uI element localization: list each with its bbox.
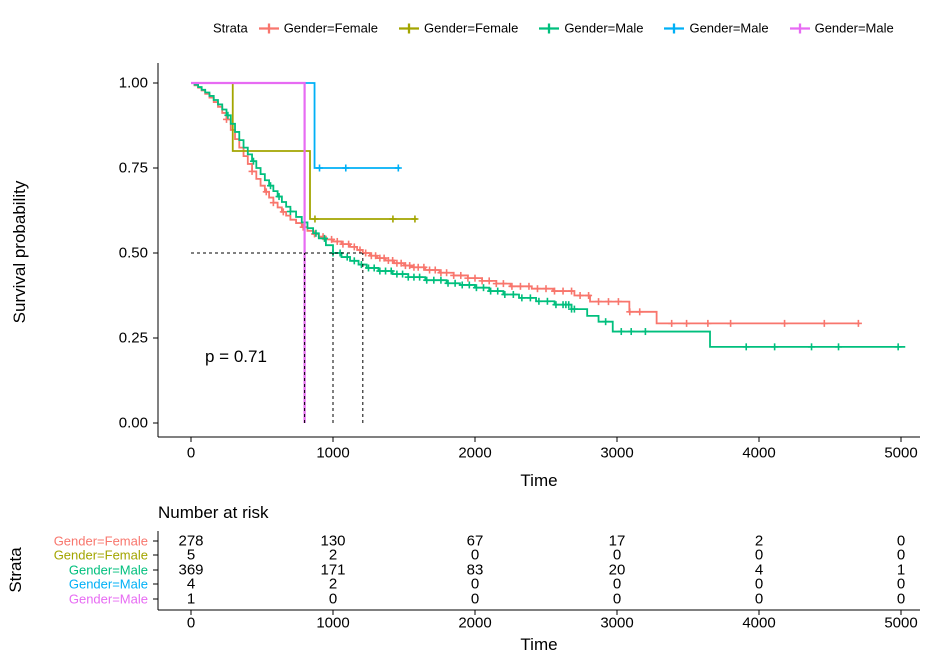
risk-value: 369: [178, 561, 204, 579]
legend-key-plus-icon: [258, 23, 279, 33]
legend-key-plus-icon: [789, 23, 810, 33]
risk-row-label: Gender=Female: [53, 547, 148, 563]
risk-value: 0: [612, 546, 622, 564]
risk-value: 0: [896, 546, 906, 564]
x-tick-label: 5000: [884, 444, 918, 462]
legend-item-label: Gender=Female: [283, 20, 378, 36]
legend: Strata Gender=Female Gender=Female Gender=…: [213, 21, 894, 36]
risk-x-tick-label: 1000: [316, 614, 350, 632]
risk-value: 2: [328, 575, 338, 593]
risk-row-label: Gender=Male: [68, 591, 148, 607]
risk-value: 171: [320, 561, 346, 579]
risk-x-axis-title: Time: [520, 635, 558, 654]
risk-value: 0: [328, 590, 338, 608]
survival-curve-0: [191, 82, 860, 325]
legend-item-label: Gender=Male: [689, 20, 769, 36]
x-tick-label: 3000: [600, 444, 634, 462]
risk-value: 4: [186, 575, 196, 593]
p-value-annotation: p = 0.71: [205, 347, 267, 366]
risk-value: 0: [470, 575, 480, 593]
legend-item-label: Gender=Male: [564, 20, 644, 36]
risk-value: 0: [754, 575, 764, 593]
risk-x-tick-label: 2000: [458, 614, 492, 632]
risk-value: 67: [466, 532, 484, 550]
risk-value: 0: [896, 532, 906, 550]
risk-value: 2: [754, 532, 764, 550]
legend-key-plus-icon: [539, 23, 560, 33]
legend-title: Strata: [213, 20, 248, 36]
legend-item-label: Gender=Female: [424, 20, 519, 36]
risk-x-tick-label: 4000: [742, 614, 776, 632]
risk-value: 0: [612, 575, 622, 593]
risk-value: 5: [186, 546, 196, 564]
x-tick-label: 1000: [316, 444, 350, 462]
x-tick-label: 0: [186, 444, 196, 462]
risk-value: 17: [608, 532, 626, 550]
risk-value: 0: [470, 590, 480, 608]
y-tick-label: 0.25: [118, 329, 148, 347]
risk-value: 1: [186, 590, 196, 608]
legend-item-3: Gender=Male: [663, 20, 769, 36]
risk-value: 130: [320, 532, 346, 550]
risk-row-label: Gender=Male: [68, 562, 148, 578]
legend-item-4: Gender=Male: [789, 21, 894, 36]
risk-row-label: Gender=Male: [68, 576, 148, 592]
risk-value: 0: [754, 590, 764, 608]
risk-value: 0: [612, 590, 622, 608]
survival-curve-3: [191, 82, 400, 169]
risk-value: 20: [608, 561, 626, 579]
survival-curve-2: [191, 82, 906, 348]
legend-items: Gender=Female Gender=Female Gender=Male Gen…: [258, 21, 894, 36]
risk-value: 83: [466, 561, 484, 579]
legend-key-plus-icon: [399, 23, 419, 33]
risk-x-tick-label: 3000: [600, 614, 634, 632]
risk-value: 0: [896, 575, 906, 593]
legend-item-1: Gender=Female: [398, 21, 518, 36]
risk-x-tick-label: 0: [186, 614, 196, 632]
legend-item-2: Gender=Male: [538, 21, 643, 36]
y-tick-label: 0.00: [118, 414, 148, 432]
y-tick-label: 0.75: [118, 159, 148, 177]
x-tick-label: 2000: [458, 444, 492, 462]
risk-value: 4: [754, 561, 764, 579]
y-tick-label: 1.00: [118, 74, 148, 92]
risk-value: 278: [178, 532, 204, 550]
risk-table-title: Number at risk: [158, 503, 269, 522]
legend-key-plus-icon: [664, 23, 685, 33]
risk-value: 1: [896, 561, 906, 579]
legend-item-0: Gender=Female: [258, 21, 378, 36]
x-axis-title: Time: [520, 471, 558, 490]
survival-curve-4: [191, 81, 306, 423]
risk-value: 0: [470, 546, 480, 564]
risk-x-tick-label: 5000: [884, 614, 918, 632]
risk-value: 0: [896, 590, 906, 608]
legend-item-label: Gender=Male: [814, 20, 894, 36]
risk-value: 2: [328, 546, 338, 564]
risk-value: 0: [754, 546, 764, 564]
x-tick-label: 4000: [742, 444, 776, 462]
risk-row-label: Gender=Female: [53, 533, 148, 549]
y-tick-label: 0.50: [118, 244, 148, 262]
